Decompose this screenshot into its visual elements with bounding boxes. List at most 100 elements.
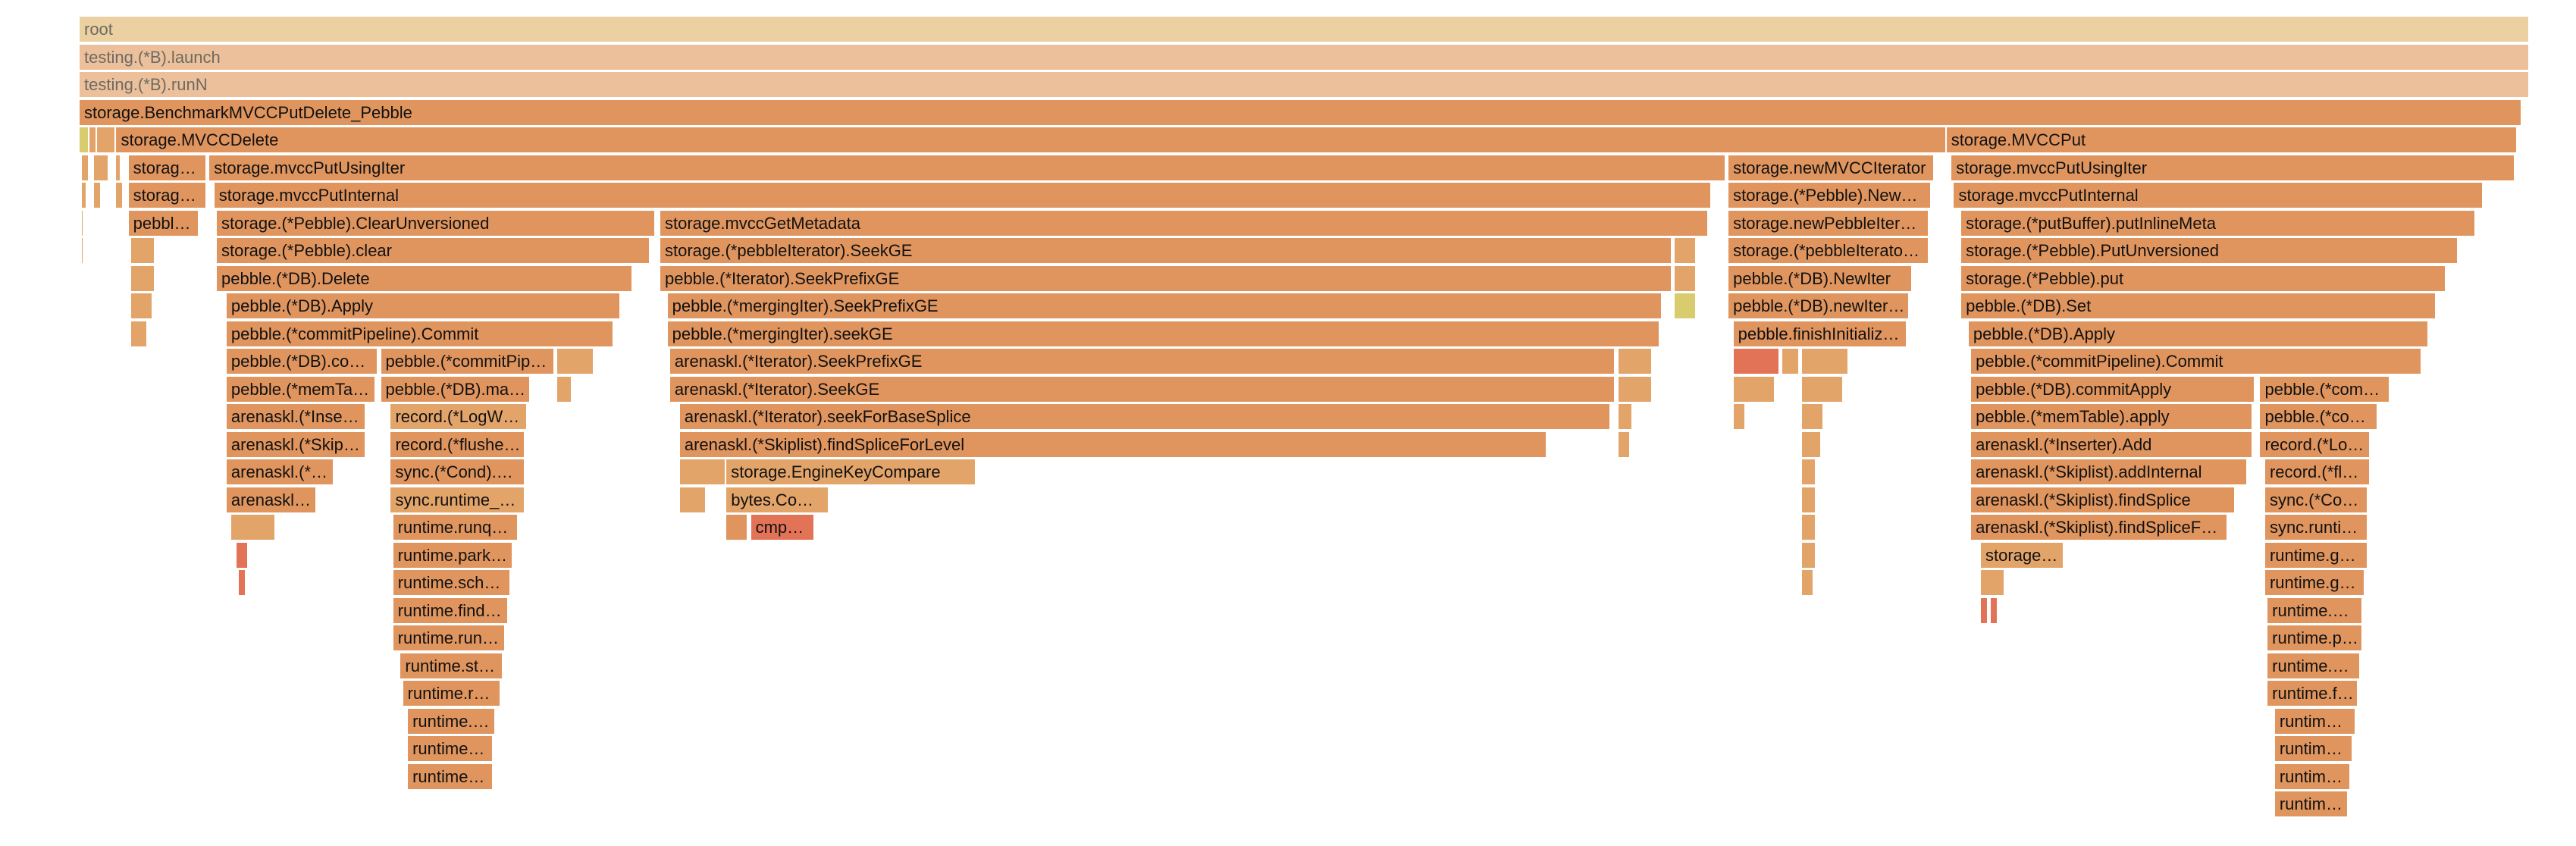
flame-frame[interactable] [1675, 238, 1697, 263]
flame-frame[interactable]: pebble.(*memTable).apply [1971, 404, 2253, 429]
flame-frame[interactable] [116, 155, 121, 180]
flame-frame[interactable]: testing.(*B).launch [80, 44, 2530, 70]
flame-frame[interactable]: storage.mvccPutUsingIter [1951, 155, 2515, 180]
flame-frame[interactable]: storage.(*Pebble).New… [1728, 183, 1932, 208]
flame-frame[interactable] [679, 487, 707, 512]
flame-frame[interactable]: pebble.(*DB).commitApply [1971, 376, 2255, 402]
flame-frame[interactable] [236, 542, 249, 568]
flame-frame[interactable] [82, 238, 85, 263]
flame-frame[interactable]: runtime.st… [400, 653, 504, 678]
flame-frame[interactable]: runtime… [408, 736, 494, 761]
flame-frame[interactable]: arenaskl.(*Skiplist).addInternal [1971, 459, 2249, 484]
flame-frame[interactable]: runtime.g… [2264, 542, 2368, 568]
flame-frame[interactable]: runtim… [2274, 708, 2356, 734]
flame-frame[interactable]: pebble.(*memTa… [226, 376, 377, 402]
flame-frame[interactable]: arenaskl.(*Inserter).Add [1971, 431, 2253, 457]
flame-frame[interactable] [679, 459, 727, 484]
flame-frame[interactable] [1802, 376, 1844, 402]
flame-frame[interactable]: arenaskl.(*Inse… [226, 404, 367, 429]
flame-frame[interactable]: runtime.g… [2264, 570, 2366, 595]
flame-frame[interactable]: pebble.(*mergingIter).seekGE [667, 321, 1660, 346]
flame-frame[interactable]: storage.(*Pebble).ClearUnversioned [216, 210, 656, 236]
flame-frame[interactable]: sync.runti… [2264, 515, 2368, 540]
flame-frame[interactable]: storage.BenchmarkMVCCPutDelete_Pebble [80, 99, 2523, 125]
flame-frame[interactable] [80, 127, 89, 152]
flame-frame[interactable]: pebble.(*Iterator).SeekPrefixGE [660, 265, 1672, 291]
flame-frame[interactable]: runtime.p… [2267, 625, 2364, 650]
flame-frame[interactable] [1618, 349, 1653, 374]
flame-frame[interactable]: runtime.… [2267, 653, 2361, 678]
flame-frame[interactable]: storage.newPebbleIter… [1728, 210, 1930, 236]
flame-frame[interactable]: pebble.(*DB).Delete [216, 265, 634, 291]
flame-frame[interactable] [89, 127, 97, 152]
flame-frame[interactable]: pebble.(*mergingIter).SeekPrefixGE [667, 293, 1662, 318]
flame-frame[interactable]: storage.newMVCCIterator [1728, 155, 1935, 180]
flame-frame[interactable] [82, 183, 87, 208]
flame-frame[interactable] [1782, 349, 1800, 374]
flame-frame[interactable] [1802, 542, 1817, 568]
flame-frame[interactable]: arenaskl… [226, 487, 318, 512]
flame-frame[interactable]: pebble.(*commitPipeline).Commit [226, 321, 614, 346]
flame-frame[interactable]: arenaskl.(*Iterator).seekForBaseSplice [679, 404, 1611, 429]
flame-frame[interactable]: storage.MVCCDelete [116, 127, 1947, 152]
flame-frame[interactable] [1733, 404, 1746, 429]
flame-frame[interactable]: arenaskl.(*Skiplist).findSpliceF… [1971, 515, 2229, 540]
flame-frame[interactable] [82, 155, 89, 180]
flame-frame[interactable]: arenaskl.(*Skiplist).findSpliceForLevel [679, 431, 1547, 457]
flame-frame[interactable]: pebbl… [128, 210, 200, 236]
flame-frame[interactable] [94, 183, 102, 208]
flame-frame[interactable] [1802, 459, 1817, 484]
flame-frame[interactable]: root [80, 17, 2530, 42]
flame-frame[interactable] [1802, 431, 1822, 457]
flame-frame[interactable]: storage… [1981, 542, 2064, 568]
flame-frame[interactable]: sync.(*Cond).… [390, 459, 526, 484]
flame-frame[interactable]: storage.mvccPutInternal [1954, 183, 2484, 208]
flame-frame[interactable] [231, 515, 276, 540]
flame-frame[interactable]: sync.runtime_… [390, 487, 526, 512]
flame-frame[interactable]: record.(*LogW… [390, 404, 528, 429]
flame-frame[interactable]: runtim… [2274, 763, 2352, 789]
flame-frame[interactable] [130, 265, 156, 291]
flame-frame[interactable]: storag… [128, 155, 208, 180]
flame-frame[interactable]: runtime.runq… [393, 515, 519, 540]
flame-frame[interactable] [1802, 515, 1817, 540]
flame-frame[interactable] [239, 570, 246, 595]
flame-frame[interactable] [1675, 265, 1697, 291]
flame-frame[interactable]: storage.(*Pebble).put [1961, 265, 2447, 291]
flame-frame[interactable] [557, 376, 572, 402]
flame-frame[interactable] [1802, 349, 1849, 374]
flame-frame[interactable]: storage.MVCCPut [1946, 127, 2518, 152]
flame-frame[interactable]: arenaskl.(*Iterator).SeekPrefixGE [669, 349, 1616, 374]
flame-frame[interactable] [1733, 349, 1780, 374]
flame-frame[interactable]: pebble.finishInitializ… [1733, 321, 1908, 346]
flame-frame[interactable] [1618, 431, 1631, 457]
flame-frame[interactable]: storage.(*pebbleIterator).SeekGE [660, 238, 1672, 263]
flame-frame[interactable]: storage.EngineKeyCompare [726, 459, 976, 484]
flame-frame[interactable] [726, 515, 749, 540]
flame-frame[interactable] [1990, 597, 1998, 623]
flame-frame[interactable]: storage.mvccGetMetadata [660, 210, 1709, 236]
flame-frame[interactable] [1981, 597, 1988, 623]
flame-frame[interactable]: runtim… [2274, 736, 2354, 761]
flame-frame[interactable]: pebble.(*commitPipeline).Commit [1971, 349, 2422, 374]
flame-frame[interactable]: pebble.(*DB).NewIter [1728, 265, 1913, 291]
flame-frame[interactable]: storage.mvccPutUsingIter [209, 155, 1726, 180]
flame-frame[interactable]: arenaskl.(*… [226, 459, 335, 484]
flame-frame[interactable]: pebble.(*DB).Apply [226, 293, 622, 318]
flame-frame[interactable] [130, 321, 149, 346]
flame-frame[interactable] [82, 210, 85, 236]
flame-frame[interactable]: pebble.(*DB).Apply [1968, 321, 2430, 346]
flame-frame[interactable] [130, 293, 153, 318]
flame-frame[interactable] [1981, 570, 2006, 595]
flame-frame[interactable]: storage.(*pebbleIterato… [1728, 238, 1930, 263]
flame-frame[interactable]: runtime.find… [393, 597, 509, 623]
flame-frame[interactable]: runtime.… [408, 708, 497, 734]
flame-frame[interactable]: pebble.(*DB).Set [1961, 293, 2437, 318]
flame-frame[interactable] [1802, 404, 1825, 429]
flame-frame[interactable]: storage.mvccPutInternal [214, 183, 1712, 208]
flame-frame[interactable]: bytes.Co… [726, 487, 829, 512]
flame-frame[interactable]: arenaskl.(*Skip… [226, 431, 367, 457]
flame-frame[interactable]: record.(*flushe… [390, 431, 526, 457]
flame-frame[interactable]: runtime.r… [403, 681, 501, 706]
flame-frame[interactable] [1802, 487, 1817, 512]
